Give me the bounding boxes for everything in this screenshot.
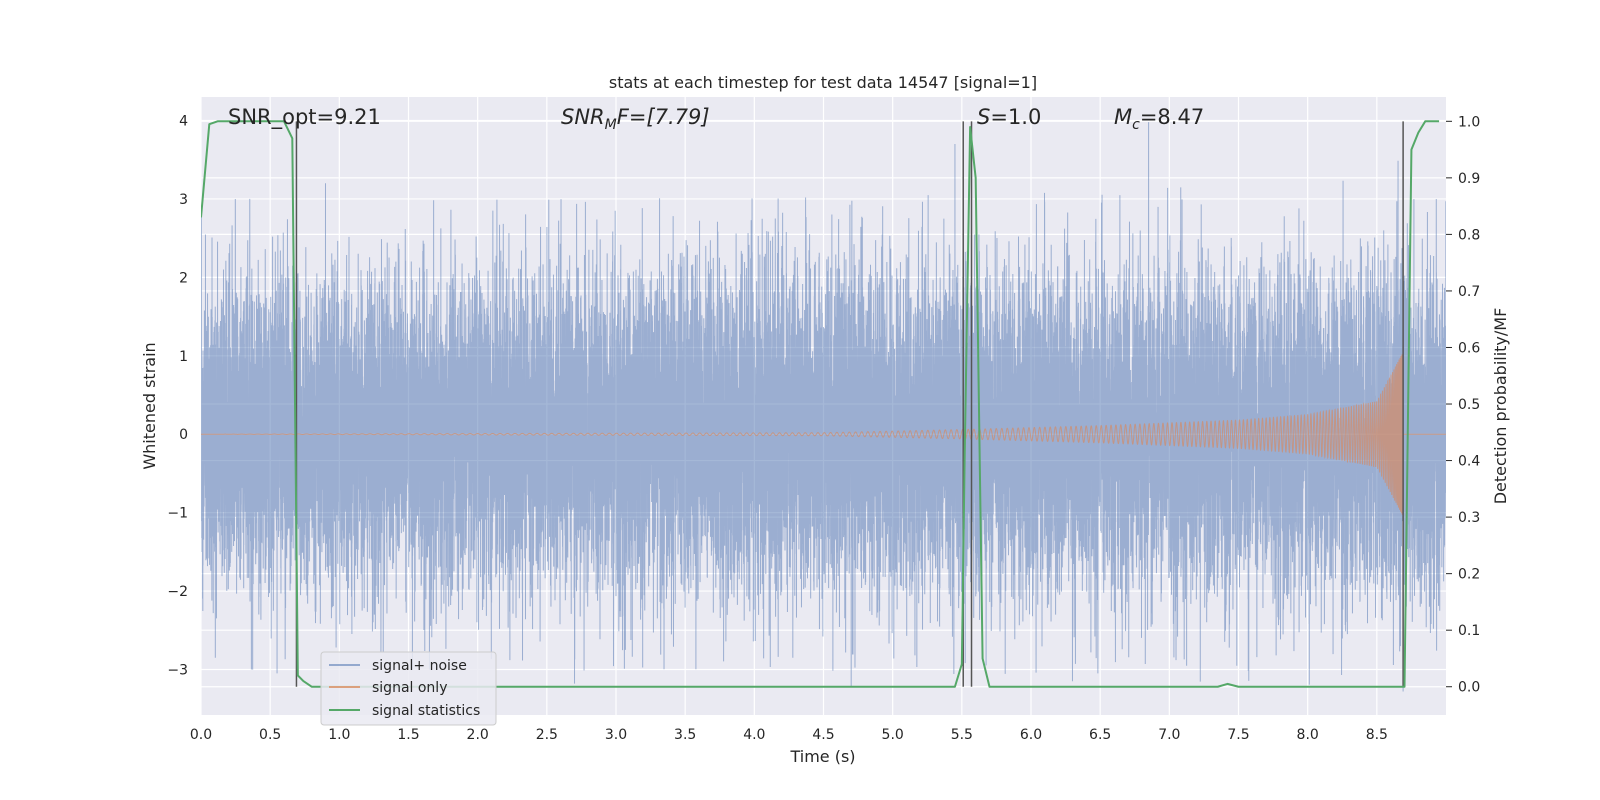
legend-label-signal-noise: signal+ noise bbox=[372, 658, 467, 674]
y-right-tick-label: 0.8 bbox=[1458, 227, 1480, 243]
snr-mf-symbol: SNR bbox=[561, 105, 605, 129]
legend: signal+ noise signal only signal statist… bbox=[320, 651, 497, 726]
mc-subscript: c bbox=[1132, 117, 1140, 133]
y-tick-label: 0 bbox=[179, 427, 188, 443]
x-tick-label: 6.5 bbox=[1089, 727, 1111, 743]
y-axis-ticks: −3 −2 −1 0 1 2 3 4 bbox=[167, 114, 188, 679]
y-tick-label: −3 bbox=[167, 663, 188, 679]
x-tick-label: 5.0 bbox=[882, 727, 904, 743]
y-right-tick-label: 0.7 bbox=[1458, 284, 1480, 300]
x-tick-label: 0.5 bbox=[259, 727, 281, 743]
s-annotation: S=1.0 bbox=[977, 105, 1041, 129]
y-axis-label: Whitened strain bbox=[140, 342, 159, 469]
y-right-tick-label: 0.1 bbox=[1458, 623, 1480, 639]
s-symbol: S bbox=[977, 105, 990, 129]
x-tick-label: 2.5 bbox=[536, 727, 558, 743]
x-tick-label: 5.5 bbox=[951, 727, 973, 743]
y-right-tick-label: 0.6 bbox=[1458, 340, 1480, 356]
x-tick-label: 4.5 bbox=[812, 727, 834, 743]
series-signal-noise bbox=[201, 122, 1446, 692]
chart-title: stats at each timestep for test data 145… bbox=[609, 73, 1037, 92]
snr-mf-value: F=[7.79] bbox=[617, 105, 710, 129]
mc-symbol: M bbox=[1114, 105, 1132, 129]
y-tick-label: 4 bbox=[179, 114, 188, 130]
x-tick-label: 3.0 bbox=[605, 727, 627, 743]
y-right-tick-label: 1.0 bbox=[1458, 114, 1480, 130]
x-tick-label: 8.5 bbox=[1366, 727, 1388, 743]
x-axis-ticks: 0.0 0.5 1.0 1.5 2.0 2.5 3.0 3.5 4.0 4.5 5.0 5.5 6.0 6… bbox=[190, 727, 1388, 743]
series-signal-statistics bbox=[201, 120, 1440, 688]
series-signal-only bbox=[201, 353, 1446, 517]
y-tick-label: −1 bbox=[167, 506, 188, 522]
legend-label-signal-statistics: signal statistics bbox=[372, 703, 480, 719]
snr-mf-annotation: SNRMF=[7.79] bbox=[561, 105, 710, 133]
legend-label-signal-only: signal only bbox=[372, 680, 447, 696]
x-tick-label: 6.0 bbox=[1020, 727, 1042, 743]
y-tick-label: 2 bbox=[179, 270, 188, 286]
x-tick-label: 7.0 bbox=[1158, 727, 1180, 743]
x-tick-label: 1.0 bbox=[328, 727, 350, 743]
s-value: =1.0 bbox=[990, 105, 1041, 129]
x-axis-label: Time (s) bbox=[789, 747, 855, 766]
y-right-tick-label: 0.5 bbox=[1458, 397, 1480, 413]
x-tick-label: 1.5 bbox=[397, 727, 419, 743]
y-right-tick-label: 0.0 bbox=[1458, 680, 1480, 696]
series-layer bbox=[201, 120, 1446, 692]
x-tick-label: 3.5 bbox=[674, 727, 696, 743]
y-right-tick-label: 0.4 bbox=[1458, 454, 1480, 470]
x-tick-label: 4.0 bbox=[743, 727, 765, 743]
x-tick-label: 0.0 bbox=[190, 727, 212, 743]
x-tick-label: 2.0 bbox=[467, 727, 489, 743]
x-tick-label: 8.0 bbox=[1297, 727, 1319, 743]
y-axis-right-label: Detection probability/MF bbox=[1491, 308, 1510, 505]
snr-mf-subscript: M bbox=[605, 117, 617, 133]
y-right-tick-label: 0.9 bbox=[1458, 171, 1480, 187]
y-tick-label: −2 bbox=[167, 584, 188, 600]
mc-annotation: Mc=8.47 bbox=[1114, 105, 1204, 133]
legend-box bbox=[320, 651, 497, 726]
y-right-tick-label: 0.2 bbox=[1458, 567, 1480, 583]
y-tick-label: 1 bbox=[179, 349, 188, 365]
mc-value: =8.47 bbox=[1140, 105, 1204, 129]
snr-opt-annotation: SNR_opt=9.21 bbox=[228, 105, 381, 130]
y-right-tick-label: 0.3 bbox=[1458, 510, 1480, 526]
y-axis-right-ticks: 0.0 0.1 0.2 0.3 0.4 0.5 0.6 0.7 0.8 0.9 1.0 bbox=[1446, 114, 1480, 696]
x-tick-label: 7.5 bbox=[1227, 727, 1249, 743]
y-tick-label: 3 bbox=[179, 192, 188, 208]
